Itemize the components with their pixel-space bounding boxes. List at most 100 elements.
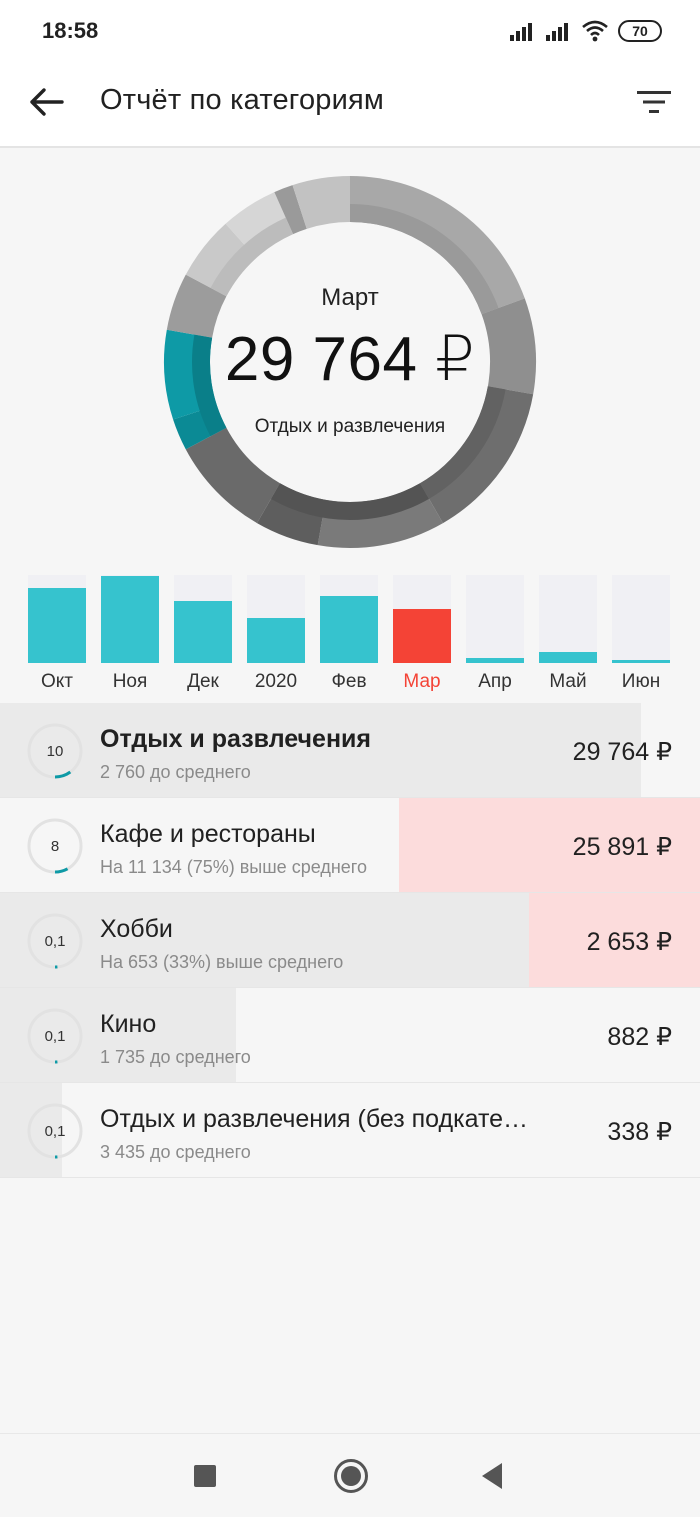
month-bar-track <box>174 575 232 663</box>
category-progress-bg <box>0 1083 62 1177</box>
donut-segment <box>274 185 307 235</box>
category-amount: 29 764 ₽ <box>572 738 672 766</box>
month-bar-8[interactable]: Июн <box>612 575 670 695</box>
month-label: 2020 <box>254 671 298 692</box>
category-comparison: 2 760 до среднего <box>100 762 251 782</box>
month-bar-chart: Окт Ноя Дек 2020 Фев Мар Апр Май Июн <box>28 575 670 695</box>
category-progress-bg <box>0 893 529 987</box>
category-list: 10 Отдых и развлечения 2 760 до среднего 29… <box>0 703 700 1178</box>
status-bar: 18:58 70 <box>0 0 700 60</box>
category-progress-bg <box>399 798 700 892</box>
donut-center: Март 29 764 ₽ Отдых и развлечения <box>160 172 540 552</box>
circle-home-icon[interactable] <box>334 1459 368 1493</box>
category-amount: 882 ₽ <box>607 1023 672 1051</box>
month-bar-track <box>28 575 86 663</box>
donut-inner-segment <box>210 217 294 297</box>
page-title: Отчёт по категориям <box>100 84 385 116</box>
month-bar-fill <box>174 601 232 663</box>
donut-category: Отдых и развлечения <box>254 416 446 437</box>
back-button[interactable] <box>22 78 70 126</box>
donut-segment <box>185 223 257 297</box>
month-bar-fill <box>612 660 670 663</box>
filter-button[interactable] <box>630 78 678 126</box>
month-label: Мар <box>403 671 441 692</box>
month-bar-fill <box>466 658 524 663</box>
category-name: Кино <box>100 1010 157 1038</box>
donut-month: Март <box>321 284 379 311</box>
month-bar-1[interactable]: Ноя <box>101 575 159 695</box>
donut-inner-segment <box>192 334 227 437</box>
battery-icon: 70 <box>618 20 662 42</box>
month-bar-fill <box>320 596 378 663</box>
month-label: Окт <box>40 671 73 692</box>
category-comparison: 1 735 до среднего <box>100 1047 251 1067</box>
month-bar-track <box>320 575 378 663</box>
donut-inner-segment <box>420 386 506 499</box>
category-name: Хобби <box>100 915 173 943</box>
month-bar-2[interactable]: Дек <box>174 575 232 695</box>
category-row[interactable]: 0,1 Кино 1 735 до среднего 882 ₽ <box>0 988 700 1083</box>
filter-icon <box>637 91 671 113</box>
month-bar-fill <box>101 576 159 663</box>
category-share-value: 0,1 <box>44 932 66 950</box>
category-share-ring <box>27 1008 83 1064</box>
month-bar-6[interactable]: Апр <box>466 575 524 695</box>
month-bar-0[interactable]: Окт <box>28 575 86 695</box>
arrow-left-icon <box>30 88 64 116</box>
app-bar: Отчёт по категориям <box>0 60 700 148</box>
month-bar-track <box>612 575 670 663</box>
month-label: Фев <box>331 671 367 692</box>
category-amount: 25 891 ₽ <box>572 833 672 861</box>
month-bar-4[interactable]: Фев <box>320 575 378 695</box>
donut-inner-segment <box>350 204 499 315</box>
category-share-value: 0,1 <box>44 1122 66 1140</box>
category-row[interactable]: 0,1 Отдых и развлечения (без подкате… 3 43… <box>0 1083 700 1178</box>
donut-inner-segment <box>271 483 429 520</box>
category-share-ring <box>27 723 83 779</box>
status-icons: 70 <box>510 18 662 44</box>
category-progress-bg <box>0 988 236 1082</box>
category-comparison: 3 435 до среднего <box>100 1142 251 1162</box>
category-amount: 338 ₽ <box>607 1118 672 1146</box>
category-name: Отдых и развлечения (без подкате… <box>100 1105 529 1133</box>
month-bar-track <box>539 575 597 663</box>
category-share-ring <box>27 818 83 874</box>
square-recent-icon[interactable] <box>194 1465 216 1487</box>
category-share-value: 0,1 <box>44 1027 66 1045</box>
donut-segment <box>185 427 280 524</box>
category-share-value: 10 <box>46 742 64 760</box>
month-label: Апр <box>478 671 512 692</box>
category-comparison: На 653 (33%) выше среднего <box>100 952 344 972</box>
month-bar-7[interactable]: Май <box>539 575 597 695</box>
category-name: Отдых и развлечения <box>100 725 371 753</box>
category-share-value: 8 <box>50 837 60 855</box>
category-row[interactable]: 10 Отдых и развлечения 2 760 до среднего 29… <box>0 703 700 798</box>
month-bar-5[interactable]: Мар <box>393 575 451 695</box>
month-label: Ноя <box>112 671 148 692</box>
category-row[interactable]: 0,1 Хобби На 653 (33%) выше среднего 2 653 … <box>0 893 700 988</box>
category-amount: 2 653 ₽ <box>586 928 672 956</box>
donut-amount: 29 764 ₽ <box>224 325 476 394</box>
donut-segment <box>292 176 350 229</box>
month-bar-fill <box>247 618 305 663</box>
donut-segment <box>481 298 536 395</box>
category-row[interactable]: 8 Кафе и рестораны На 11 134 (75%) выше ср… <box>0 798 700 893</box>
month-label: Май <box>549 671 587 692</box>
month-bar-track <box>466 575 524 663</box>
category-name: Кафе и рестораны <box>100 820 316 848</box>
month-bar-fill <box>28 588 86 663</box>
status-time: 18:58 <box>42 18 99 43</box>
month-bar-fill <box>393 609 451 663</box>
triangle-back-icon[interactable] <box>482 1463 502 1489</box>
month-label: Июн <box>621 671 661 692</box>
category-progress-bg <box>0 703 641 797</box>
month-bar-track <box>393 575 451 663</box>
category-overspend-bg <box>529 893 700 987</box>
donut-chart <box>164 176 536 548</box>
category-share-ring <box>27 1103 83 1159</box>
category-donut[interactable]: Март 29 764 ₽ Отдых и развлечения <box>160 172 540 552</box>
wifi-icon <box>582 20 608 42</box>
month-bar-3[interactable]: 2020 <box>247 575 305 695</box>
month-bar-fill <box>539 652 597 663</box>
signal-icon <box>510 23 532 41</box>
